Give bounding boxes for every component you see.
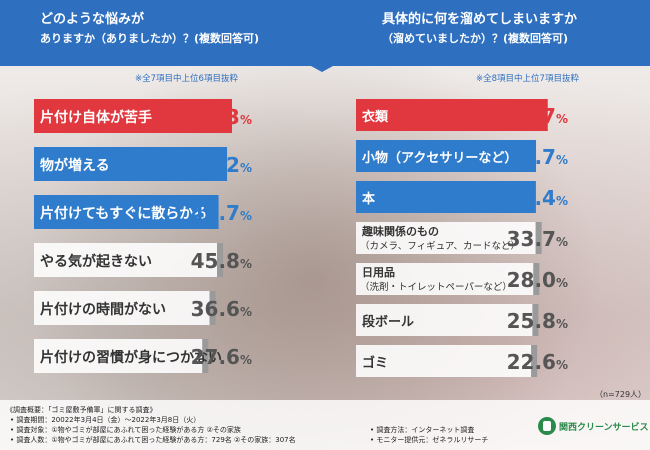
bar-tail-1-3 xyxy=(535,222,542,254)
left-question-title: どのような悩みが ありますか（ありましたか）？(複数回答可) xyxy=(40,10,310,48)
survey-period: • 調査期間：20022年3月4日（金）〜2022年3月8日（火） xyxy=(10,416,201,424)
logo-icon xyxy=(538,417,556,435)
bar-label-1-4: 日用品 xyxy=(362,266,395,279)
bar-label-1-0: 衣類 xyxy=(362,109,389,125)
bar-label-0-1: 物が増える xyxy=(40,157,110,174)
value-label-1-1: 34.7% xyxy=(507,145,568,169)
value-label-0-0: 64.3% xyxy=(191,105,252,129)
bar-label-1-2: 本 xyxy=(362,191,375,207)
bar-label-1-1: 小物（アクセサリーなど） xyxy=(362,150,517,166)
header-band xyxy=(0,0,650,66)
value-label-0-1: 58.2% xyxy=(191,153,252,177)
bar-label-0-5: 片付けの習慣が身につかない xyxy=(40,349,222,366)
bar-sublabel-1-3: （カメラ、フィギュア、カードなど） xyxy=(360,240,520,252)
survey-target: • 調査対象：①物やゴミが部屋にあふれて困った経験がある方 ②その家族 xyxy=(10,426,241,434)
value-label-1-2: 34.4% xyxy=(507,186,568,210)
bar-label-1-6: ゴミ xyxy=(362,355,388,371)
left-note: ※全7項目中上位6項目抜粋 xyxy=(135,74,238,84)
bar-0-3 xyxy=(34,243,218,277)
logo-text: 関西クリーンサービス xyxy=(559,422,649,433)
value-label-0-5: 27.6% xyxy=(191,345,252,369)
survey-method: • 調査方法：インターネット調査 xyxy=(370,426,475,434)
bar-1-4 xyxy=(356,263,534,295)
bar-label-1-3: 趣味関係のもの xyxy=(361,224,439,238)
value-label-0-2: 47.7% xyxy=(191,201,252,225)
bar-tail-1-5 xyxy=(532,304,539,336)
survey-monitor: • モニター提供元：ゼネラルリサーチ xyxy=(370,436,489,444)
bar-1-3 xyxy=(356,222,536,254)
bar-tail-1-4 xyxy=(533,263,540,295)
right-question-line2: （溜めていましたか）？(複数回答可) xyxy=(382,32,569,45)
bar-tail-0-3 xyxy=(217,243,224,277)
bar-0-0 xyxy=(34,99,232,133)
bar-0-1 xyxy=(34,147,228,181)
value-label-1-5: 25.8% xyxy=(507,309,568,333)
value-label-1-3: 33.7% xyxy=(507,227,568,251)
bar-tail-0-4 xyxy=(209,291,216,325)
bar-label-0-3: やる気が起きない xyxy=(40,253,152,270)
bar-sublabel-1-4: （洗剤・トイレットペーパーなど） xyxy=(360,281,512,293)
company-logo: 関西クリーンサービス xyxy=(538,417,649,435)
bar-1-1 xyxy=(356,140,537,172)
bar-0-5 xyxy=(34,339,203,373)
right-question-title: 具体的に何を溜めてしまいますか （溜めていましたか）？(複数回答可) xyxy=(382,10,642,48)
bar-label-0-4: 片付けの時間がない xyxy=(40,301,166,318)
value-label-0-3: 45.8% xyxy=(191,249,252,273)
bar-1-6 xyxy=(356,345,532,377)
bar-label-0-2: 片付けてもすぐに散らかる xyxy=(40,205,207,222)
right-note: ※全8項目中上位7項目抜粋 xyxy=(476,74,579,84)
bar-1-2 xyxy=(356,181,536,213)
bar-tail-0-5 xyxy=(202,339,209,373)
survey-title: 《調査概要：「ゴミ屋敷予備軍」に関する調査》 xyxy=(6,406,157,414)
header-notch xyxy=(300,60,344,72)
bar-tail-1-6 xyxy=(531,345,538,377)
right-question-line1: 具体的に何を溜めてしまいますか xyxy=(382,12,578,27)
value-label-0-4: 36.6% xyxy=(191,297,252,321)
bar-0-4 xyxy=(34,291,210,325)
left-question-line2: ありますか（ありましたか）？(複数回答可) xyxy=(40,32,260,45)
bar-1-5 xyxy=(356,304,533,336)
bar-label-1-5: 段ボール xyxy=(362,314,414,330)
left-question-line1: どのような悩みが xyxy=(40,12,145,27)
bar-0-2 xyxy=(34,195,219,229)
value-label-1-0: 63.7% xyxy=(507,104,568,128)
bar-label-0-0: 片付け自体が苦手 xyxy=(40,109,152,126)
value-label-1-4: 28.0% xyxy=(507,268,568,292)
bar-1-0 xyxy=(356,99,548,131)
survey-count: • 調査人数：①物やゴミが部屋にあふれて困った経験がある方：729名 ②その家族… xyxy=(10,436,296,444)
sample-size: （n=729人） xyxy=(595,390,647,399)
value-label-1-6: 22.6% xyxy=(507,350,568,374)
